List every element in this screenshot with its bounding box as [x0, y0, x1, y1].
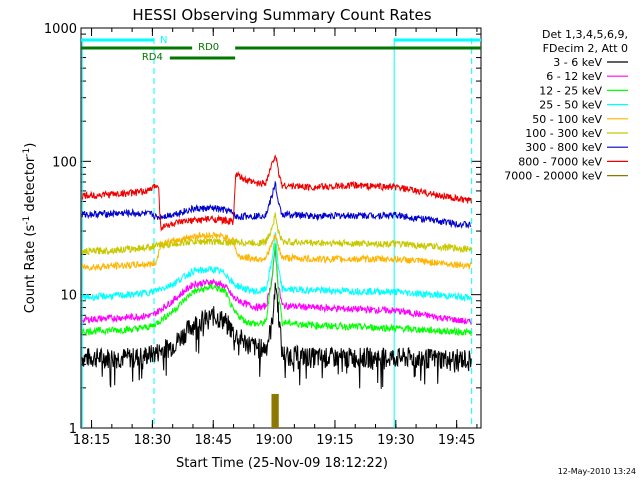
series-line [81, 243, 472, 337]
legend-entry-label: 3 - 6 keV [553, 56, 602, 69]
series-line [81, 180, 472, 229]
x-tick-label: 19:15 [316, 433, 353, 448]
status-bar-label: RD0 [198, 42, 219, 53]
x-tick-label: 19:00 [255, 433, 292, 448]
legend-entry-label: 12 - 25 keV [539, 84, 602, 97]
chart-title: HESSI Observing Summary Count Rates [132, 6, 431, 24]
y-tick-label: 100 [52, 155, 77, 170]
legend-entry-label: 25 - 50 keV [539, 99, 602, 112]
y-tick-label: 10 [60, 289, 77, 304]
x-tick-label: 18:45 [195, 433, 232, 448]
series-line [81, 232, 472, 303]
legend-entry-label: 800 - 7000 keV [518, 155, 602, 168]
series-line [81, 282, 472, 389]
x-tick-label: 18:30 [134, 433, 171, 448]
y-tick-label: 1 [69, 422, 77, 437]
legend-header-line-2: FDecim 2, Att 0 [543, 42, 628, 55]
footer-date: 12-May-2010 13:24 [558, 467, 636, 476]
y-tick-label: 1000 [44, 22, 77, 37]
legend-entry-label: 50 - 100 keV [532, 113, 602, 126]
status-bar-label: RD4 [142, 52, 163, 63]
legend-header-line-1: Det 1,3,4,5,6,9, [542, 28, 628, 41]
series-line [81, 212, 472, 256]
legend-entry-label: 100 - 300 keV [525, 127, 602, 140]
legend-entry-label: 6 - 12 keV [546, 70, 602, 83]
series-line [81, 154, 472, 232]
legend-entry-label: 7000 - 20000 keV [504, 170, 602, 183]
plot-frame [80, 27, 482, 429]
x-tick-label: 18:15 [73, 433, 110, 448]
legend-entry-label: 300 - 800 keV [525, 141, 602, 154]
x-axis-label: Start Time (25-Nov-09 18:12:22) [176, 456, 388, 471]
x-tick-label: 19:30 [377, 433, 414, 448]
status-bar-label: N [160, 35, 167, 46]
x-tick-label: 19:45 [438, 433, 475, 448]
series-line [81, 231, 472, 272]
y-axis-label: Count Rate (s-1 detector-1) [22, 143, 38, 314]
